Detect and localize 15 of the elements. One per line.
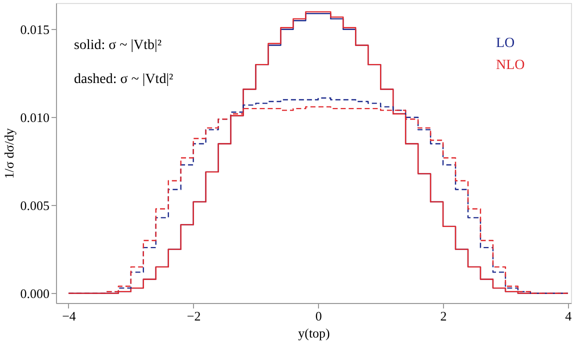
x-tick-label: −2 (186, 308, 201, 324)
x-tick-label: 2 (440, 308, 447, 324)
annotation: solid: σ ~ |Vtb|² (74, 38, 162, 53)
x-tick-label: 4 (565, 308, 572, 324)
x-tick-label: 0 (315, 308, 322, 324)
y-tick-label: 0.005 (20, 198, 50, 213)
text: LO (496, 36, 515, 51)
x-axis-title: y(top) (298, 326, 330, 340)
y-axis-title: 1/σ dσ/dy (1, 128, 16, 179)
annotation: dashed: σ ~ |Vtd|² (74, 72, 174, 87)
y-tick-label: 0.015 (20, 22, 50, 37)
y-tick-label: 0.000 (20, 286, 50, 301)
y-tick-label: 0.010 (20, 110, 50, 125)
text: NLO (496, 58, 525, 73)
x-tick-label: −4 (62, 308, 76, 324)
